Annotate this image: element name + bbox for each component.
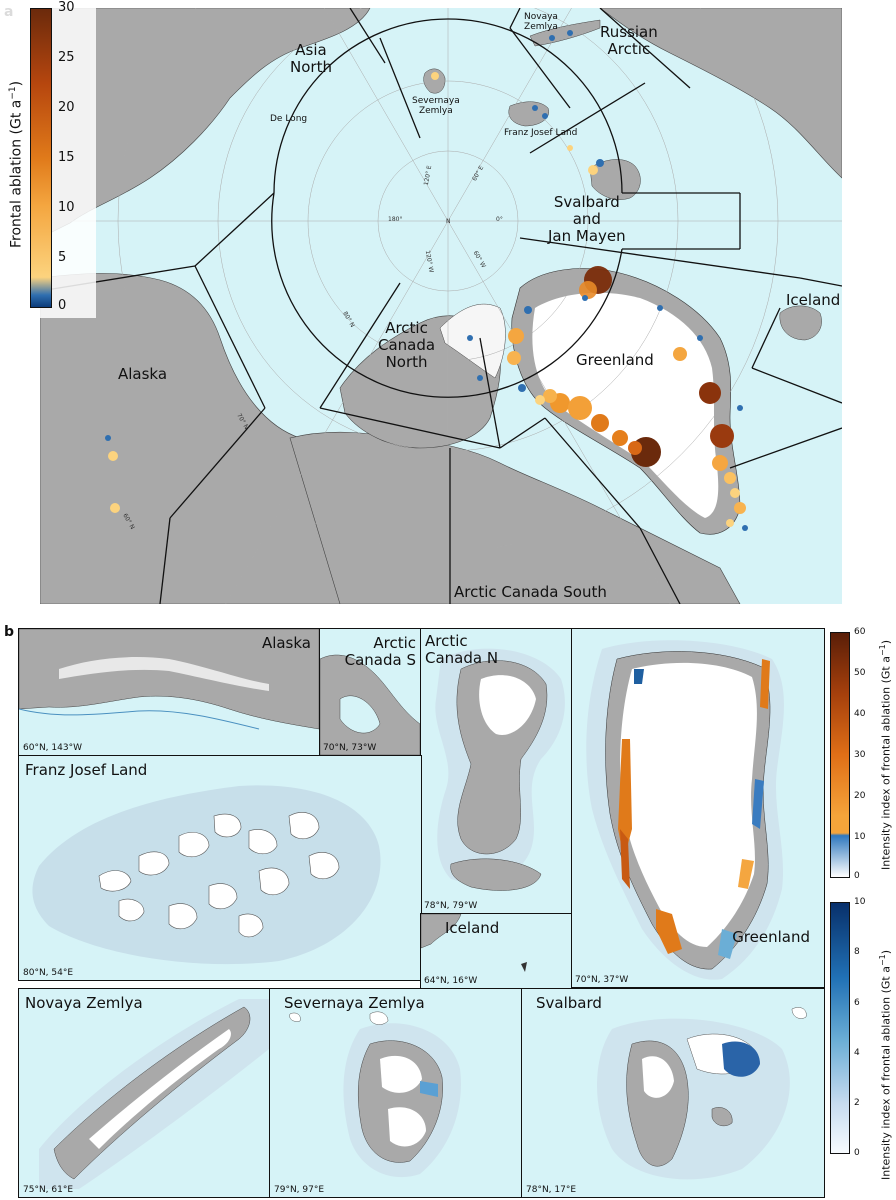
land-svalbard: [589, 159, 641, 200]
inset-alaska: Alaska 60°N, 143°W: [18, 628, 320, 756]
label-alaska: Alaska: [118, 365, 168, 383]
inset-arctic-canada-n-coord: 78°N, 79°W: [424, 901, 478, 911]
panel-a: a: [4, 0, 842, 604]
inset-svalbard: Svalbard 78°N, 17°E: [521, 988, 825, 1198]
colorbar-b-bottom-title: Intensity index of frontal ablation (Gt …: [878, 949, 893, 1180]
inset-severnaya-zemlya-coord: 79°N, 97°E: [274, 1185, 325, 1195]
colorbar-b-top: [830, 632, 850, 878]
inset-arctic-canada-s: Arctic Canada S 70°N, 73°W: [319, 628, 421, 756]
colorbar-a-gradient: [30, 8, 52, 308]
colorbar-a-title: Frontal ablation (Gt a−1): [8, 80, 25, 248]
colorbar-a-tick-5: 5: [58, 250, 67, 265]
frontal-ablation-markers: [105, 30, 748, 531]
inset-severnaya-zemlya: Severnaya Zemlya 79°N, 97°E: [269, 988, 522, 1198]
inset-alaska-coord: 60°N, 143°W: [23, 743, 82, 753]
grat-0: 0°: [496, 216, 503, 223]
label-de-long: De Long: [270, 114, 308, 124]
graticule: [40, 8, 842, 604]
colorbar-a-tick-25: 25: [58, 50, 75, 65]
land-ellesmere: [439, 303, 506, 379]
label-novaya-zemlya: Novaya Zemlya: [524, 12, 558, 32]
land-russia-east: [599, 8, 842, 179]
label-svalbard: Svalbard and Jan Mayen: [548, 193, 626, 245]
inset-arctic-canada-s-coord: 70°N, 73°W: [323, 743, 377, 753]
inset-franz-josef-land-title: Franz Josef Land: [25, 761, 148, 779]
colorbar-a-tick-15: 15: [58, 150, 75, 165]
inset-novaya-zemlya: Novaya Zemlya 75°N, 61°E: [18, 988, 270, 1198]
label-arctic-canada-north: Arctic Canada North: [378, 319, 436, 371]
inset-iceland-coord: 64°N, 16°W: [424, 976, 478, 986]
land-asia: [40, 8, 371, 239]
inset-novaya-zemlya-title: Novaya Zemlya: [25, 994, 143, 1012]
land-novaya: [529, 19, 601, 47]
inset-arctic-canada-n: Arctic Canada N 78°N, 79°W: [420, 628, 572, 914]
colorbar-b-bottom-tick-0: 0: [854, 1148, 860, 1158]
colorbar-a-tick-0: 0: [58, 298, 67, 313]
land-franz-josef: [508, 101, 550, 127]
colorbar-b-top-tick-0: 0: [854, 871, 860, 881]
inset-greenland-coord: 70°N, 37°W: [575, 975, 629, 985]
label-franz-josef-land: Franz Josef Land: [504, 128, 578, 138]
inset-novaya-zemlya-coord: 75°N, 61°E: [23, 1185, 74, 1195]
inset-severnaya-zemlya-title: Severnaya Zemlya: [284, 994, 425, 1012]
inset-greenland-title: Greenland: [732, 928, 810, 946]
label-arctic-canada-south: Arctic Canada South: [454, 583, 607, 601]
colorbar-b-bottom-tick-4: 4: [854, 1048, 860, 1058]
inset-franz-josef-land-coord: 80°N, 54°E: [23, 968, 74, 978]
colorbar-b-top-tick-10: 10: [854, 832, 866, 842]
inset-arctic-canada-s-title: Arctic Canada S: [344, 634, 416, 669]
colorbar-b-bottom-tick-8: 8: [854, 947, 860, 957]
panel-b: b Alaska 60°N, 143°W Arctic Canada S 70°…: [0, 620, 896, 1200]
colorbar-b-top-tick-40: 40: [854, 709, 866, 719]
panel-b-letter: b: [4, 624, 15, 640]
land-iceland: [779, 305, 822, 341]
colorbar-b-top-tick-50: 50: [854, 668, 866, 678]
colorbar-a-tick-30: 30: [58, 0, 75, 15]
inset-iceland-title: Iceland: [445, 919, 500, 937]
colorbar-b-top-tick-30: 30: [854, 750, 866, 760]
colorbar-b-bottom-tick-2: 2: [854, 1098, 860, 1108]
label-iceland: Iceland: [786, 291, 841, 309]
colorbar-b-top-title: Intensity index of frontal ablation (Gt …: [878, 639, 893, 870]
inset-greenland: Greenland 70°N, 37°W: [571, 628, 825, 988]
colorbar-b-bottom: [830, 902, 850, 1154]
region-boundaries: [40, 8, 842, 604]
colorbar-b-top-tick-20: 20: [854, 791, 866, 801]
colorbar-a-tick-10: 10: [58, 200, 75, 215]
greenland-ice-sheet: [532, 292, 719, 518]
inset-iceland: Iceland 64°N, 16°W: [420, 913, 572, 989]
grat-180: 180°: [388, 216, 403, 223]
label-russian-arctic: Russian Arctic: [600, 23, 658, 58]
label-asia-north: Asia North: [290, 41, 332, 76]
grat-n: N: [446, 218, 451, 225]
colorbar-a-tick-20: 20: [58, 100, 75, 115]
label-severnaya-zemlya: Severnaya Zemlya: [412, 96, 460, 116]
colorbar-b-bottom-tick-10: 10: [854, 897, 866, 907]
arctic-map: [40, 8, 842, 604]
colorbar-b-bottom-tick-6: 6: [854, 998, 860, 1008]
inset-arctic-canada-n-title: Arctic Canada N: [425, 632, 499, 667]
inset-svalbard-title: Svalbard: [536, 994, 602, 1012]
inset-svalbard-coord: 78°N, 17°E: [526, 1185, 577, 1195]
label-greenland: Greenland: [576, 351, 654, 369]
colorbar-b-top-tick-60: 60: [854, 627, 866, 637]
inset-alaska-title: Alaska: [261, 634, 311, 652]
inset-franz-josef-land: Franz Josef Land 80°N, 54°E: [18, 755, 422, 981]
